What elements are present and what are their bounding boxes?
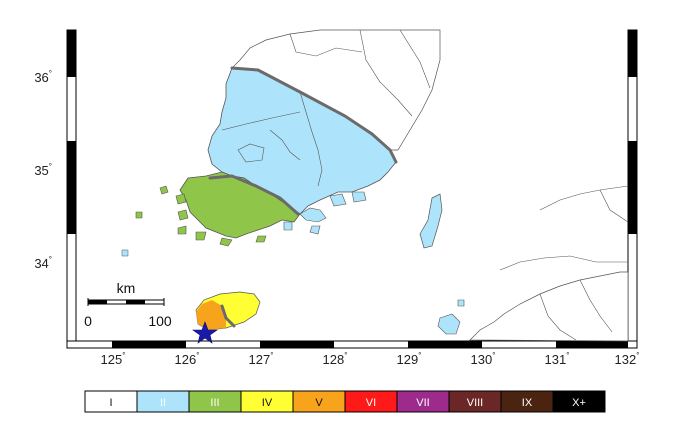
legend-item-ix: IX — [500, 390, 554, 413]
legend-item-viii: VIII — [448, 390, 502, 413]
intensity-contours — [208, 66, 398, 328]
korean-peninsula-land — [207, 29, 441, 215]
legend-label-x-plus: X+ — [572, 397, 586, 409]
scale-start-label: 0 — [84, 313, 92, 329]
legend-label-iii: III — [210, 397, 219, 409]
jeju-island — [195, 291, 261, 331]
legend-item-vi: VI — [344, 390, 398, 413]
legend-label-ii: II — [160, 397, 166, 409]
latitude-labels: 36° 35° 34° — [34, 69, 52, 271]
epicenter-star-icon — [192, 321, 218, 344]
lon-label-132: 132° — [615, 351, 640, 367]
lon-label-128: 128° — [323, 351, 348, 367]
lon-label-129: 129° — [397, 351, 422, 367]
longitude-labels: 125° 126° 127° 128° 129° 130° 131° 132° — [101, 351, 640, 367]
map-frame — [66, 29, 638, 349]
legend-label-iv: IV — [262, 397, 273, 409]
intensity-iii-region — [135, 171, 301, 247]
lon-label-131: 131° — [545, 351, 570, 367]
lon-label-127: 127° — [249, 351, 274, 367]
legend-item-i: I — [84, 390, 138, 413]
legend-item-vii: VII — [396, 390, 450, 413]
kyushu-land — [469, 185, 629, 342]
legend-label-v: V — [315, 397, 323, 409]
lon-label-126: 126° — [175, 351, 200, 367]
legend-item-x-plus: X+ — [552, 390, 606, 413]
lat-label-36: 36° — [34, 69, 52, 85]
legend-label-viii: VIII — [467, 397, 484, 409]
legend-label-ix: IX — [522, 397, 533, 409]
legend-item-iv: IV — [240, 390, 294, 413]
scale-end-label: 100 — [148, 313, 172, 329]
legend-item-v: V — [292, 390, 346, 413]
lat-label-34: 34° — [34, 255, 52, 271]
scale-bar: km 0 100 — [84, 280, 172, 329]
scale-unit-label: km — [117, 280, 136, 296]
legend-label-vii: VII — [416, 397, 429, 409]
lon-label-130: 130° — [471, 351, 496, 367]
intensity-legend: I II III IV V VI VII VIII — [84, 390, 606, 413]
legend-item-ii: II — [136, 390, 190, 413]
lat-label-35: 35° — [34, 162, 52, 178]
southern-islands — [121, 191, 465, 335]
legend-label-vi: VI — [366, 397, 376, 409]
lon-label-125: 125° — [101, 351, 126, 367]
legend-item-iii: III — [188, 390, 242, 413]
legend-label-i: I — [109, 397, 112, 409]
